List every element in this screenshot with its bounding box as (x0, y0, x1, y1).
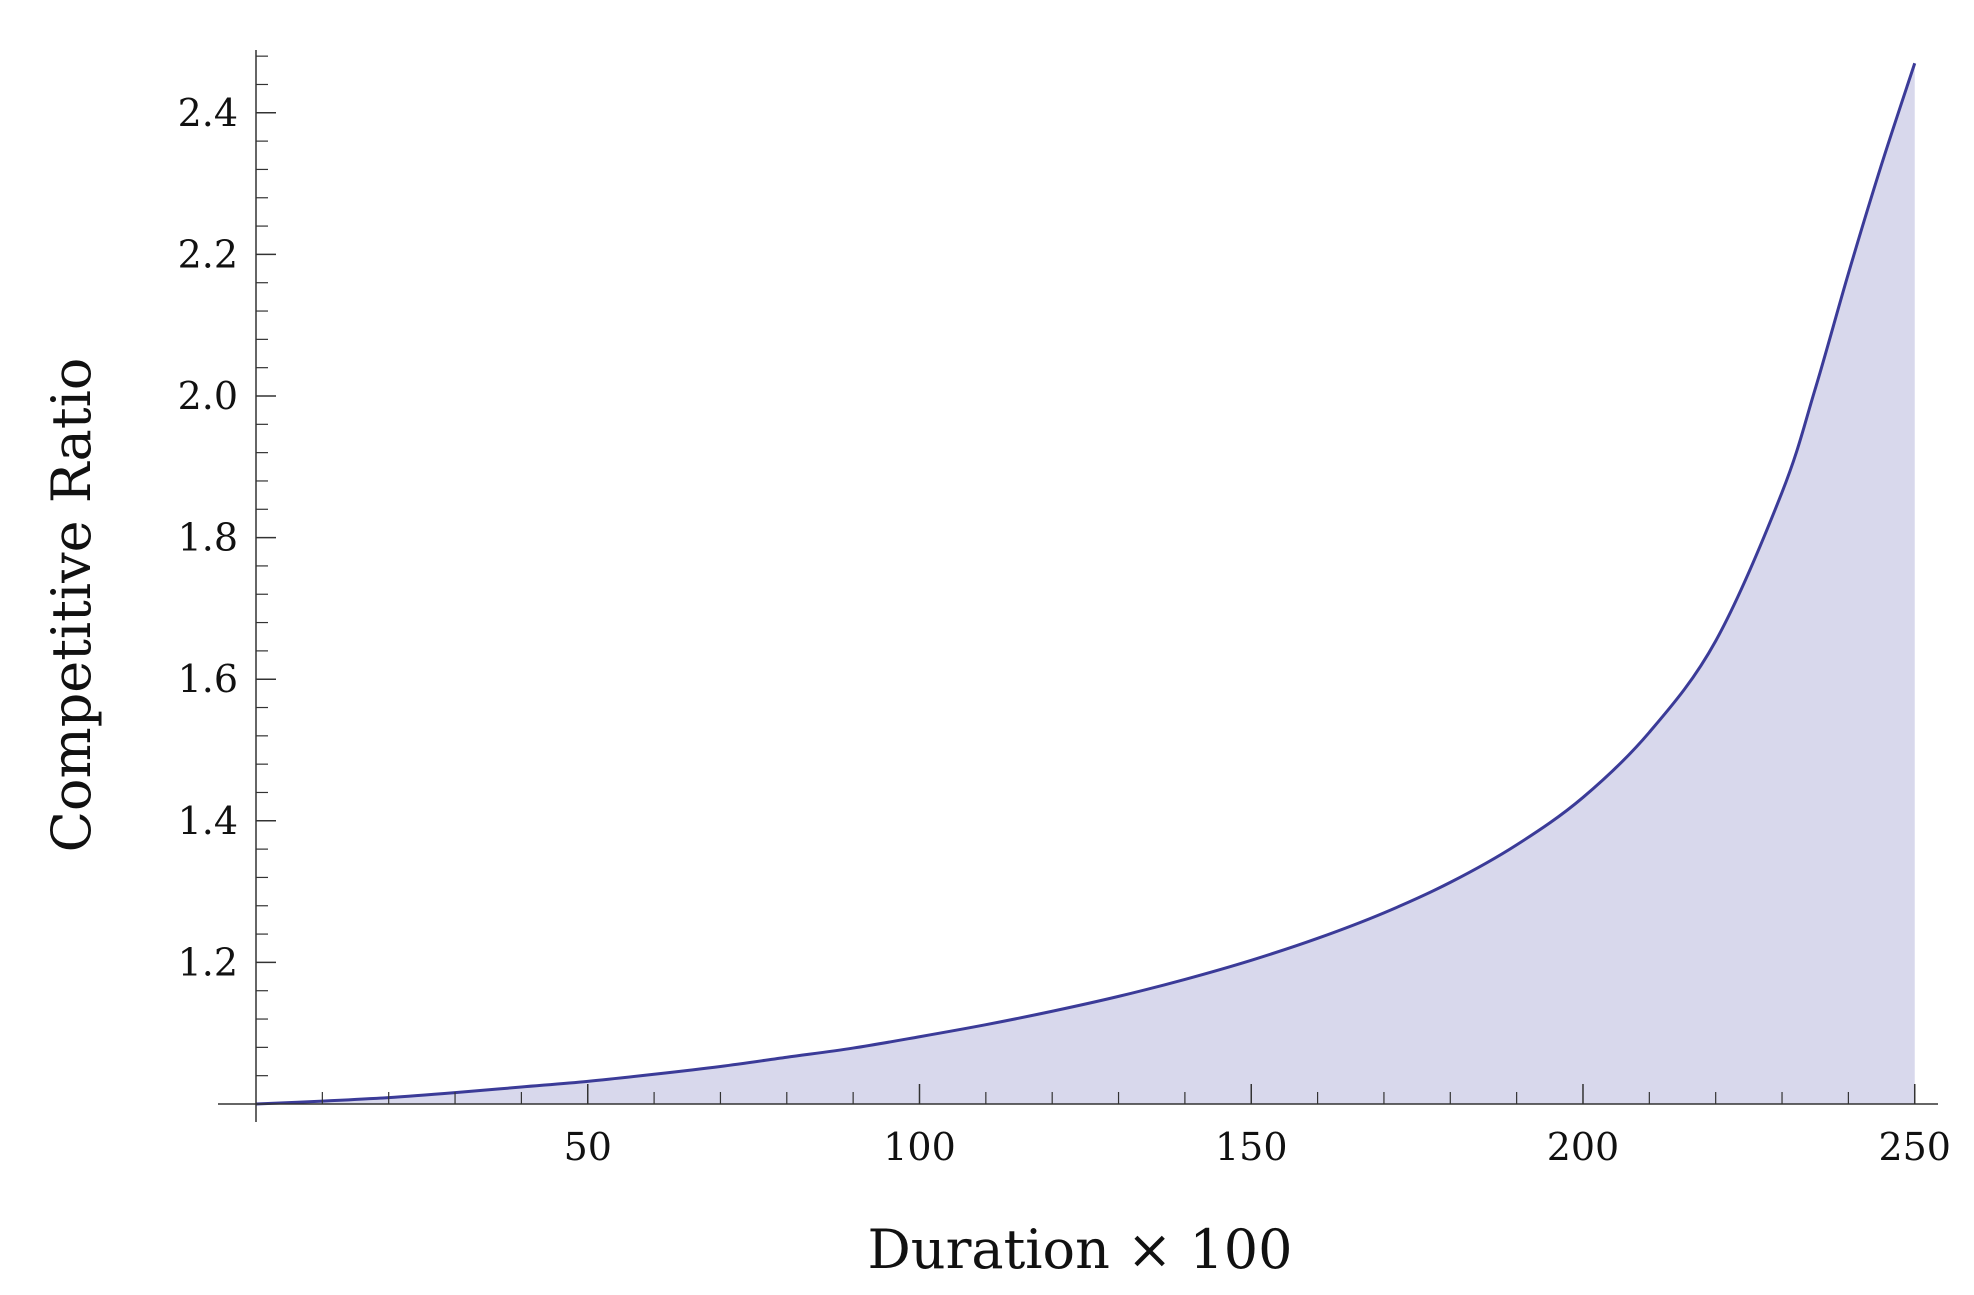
y-axis-title: Competitive Ratio (40, 358, 103, 853)
plot-area (255, 62, 1917, 1106)
x-axis: 50 100 150 200 250 (218, 1084, 1951, 1169)
y-tick-label: 2.4 (178, 91, 238, 135)
x-tick-label: 50 (564, 1125, 612, 1169)
y-tick-label: 2.0 (178, 374, 238, 418)
x-axis-title: Duration × 100 (868, 1218, 1293, 1281)
x-tick-label: 200 (1547, 1125, 1620, 1169)
y-axis: 1.2 1.4 1.6 1.8 2.0 2.2 2.4 (178, 50, 276, 1122)
x-tick-label: 250 (1878, 1125, 1951, 1169)
area-fill (256, 63, 1915, 1105)
y-tick-label: 1.2 (178, 940, 238, 984)
y-tick-label: 2.2 (178, 232, 238, 276)
x-tick-label: 150 (1215, 1125, 1288, 1169)
x-tick-label: 100 (883, 1125, 956, 1169)
y-tick-label: 1.8 (178, 516, 238, 560)
series-line (255, 62, 1917, 1106)
y-tick-label: 1.6 (178, 657, 238, 701)
y-tick-label: 1.4 (178, 799, 238, 843)
